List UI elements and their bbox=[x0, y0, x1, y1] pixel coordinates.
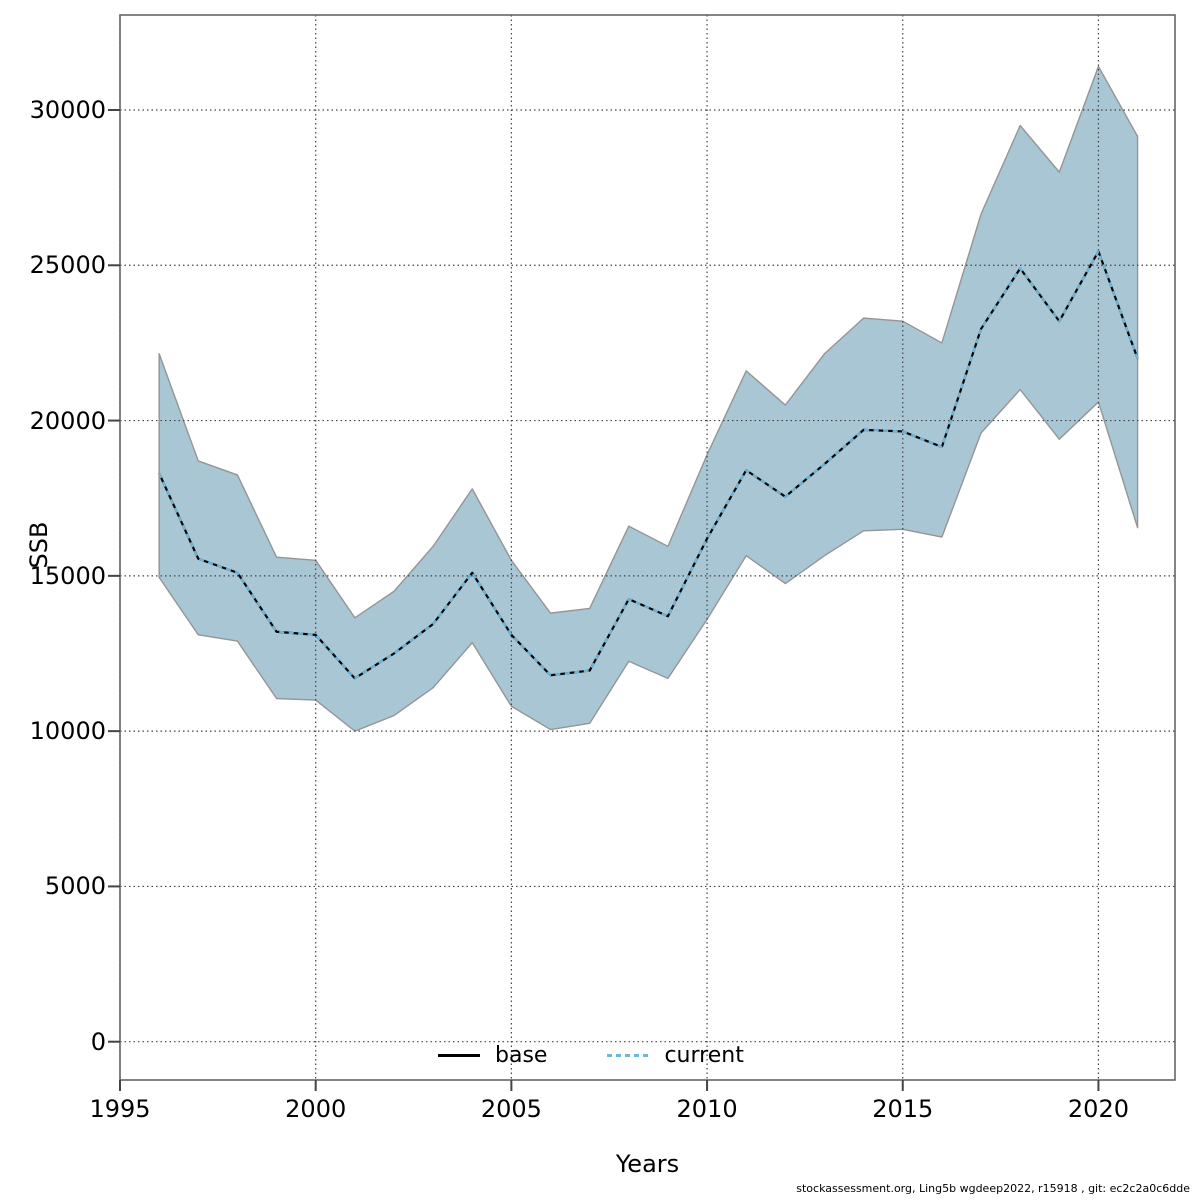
x-tick-label-1995: 1995 bbox=[89, 1095, 151, 1123]
y-tick-label-15000: 15000 bbox=[29, 561, 106, 590]
y-tick-label-10000: 10000 bbox=[29, 717, 106, 746]
legend-base-label: base bbox=[495, 1042, 548, 1068]
x-axis-title: Years bbox=[615, 1150, 680, 1178]
x-tick-label-2010: 2010 bbox=[676, 1095, 738, 1123]
confidence-band bbox=[158, 65, 1139, 732]
x-tick-label-2000: 2000 bbox=[285, 1095, 347, 1123]
y-axis-title: SSB bbox=[25, 521, 53, 569]
current-line bbox=[158, 250, 1139, 680]
x-tick-label-2005: 2005 bbox=[480, 1095, 542, 1123]
y-tick-label-0: 0 bbox=[90, 1027, 106, 1056]
y-tick-label-30000: 30000 bbox=[29, 96, 106, 124]
legend-current-line-swatch bbox=[607, 1053, 650, 1057]
y-tick-label-20000: 20000 bbox=[29, 406, 106, 435]
x-tick-label-2015: 2015 bbox=[872, 1095, 934, 1123]
legend-current-label: current bbox=[664, 1042, 744, 1068]
plot-border bbox=[119, 14, 1176, 1081]
legend-base-line-swatch bbox=[438, 1053, 480, 1057]
y-tick-label-25000: 25000 bbox=[29, 251, 106, 280]
x-tick-label-2020: 2020 bbox=[1067, 1095, 1129, 1123]
attribution-text: stockassessment.org, Ling5b wgdeep2022, … bbox=[796, 1182, 1190, 1195]
legend: base current bbox=[438, 1042, 744, 1068]
y-tick-label-5000: 5000 bbox=[44, 872, 106, 901]
